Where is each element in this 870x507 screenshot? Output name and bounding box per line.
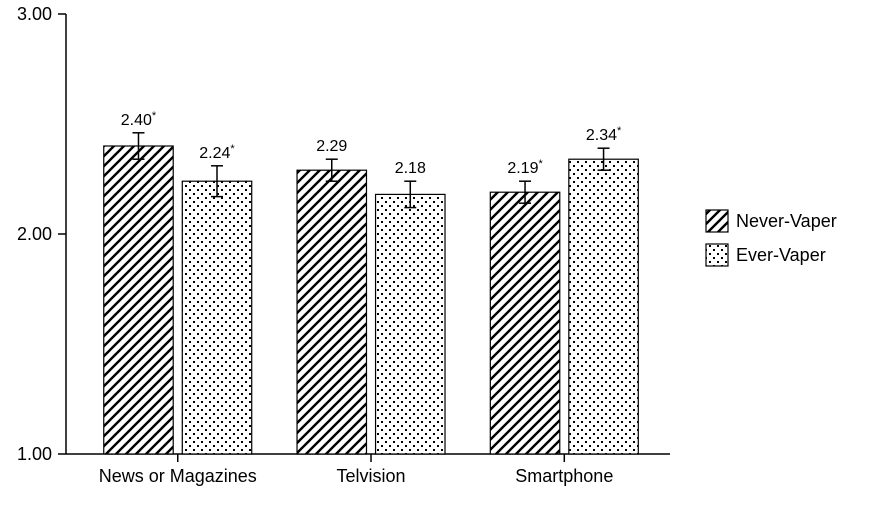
value-label: 2.18 (395, 160, 426, 177)
chart-container: 1.00 2.00 3.00 News or Magazines Telvision Sm… (0, 0, 870, 507)
x-tick-label: Telvision (337, 466, 406, 486)
bar (376, 194, 445, 454)
x-tick-label: News or Magazines (99, 466, 257, 486)
value-label: 2.34* (586, 125, 622, 144)
bar-chart: 1.00 2.00 3.00 News or Magazines Telvision Sm… (0, 0, 870, 507)
value-label: 2.19* (507, 158, 543, 177)
bar (569, 159, 638, 454)
bar (297, 170, 366, 454)
value-label: 2.29 (316, 138, 347, 155)
bar (490, 192, 559, 454)
y-tick-label: 1.00 (17, 444, 52, 464)
y-tick-label: 2.00 (17, 224, 52, 244)
legend-label: Never-Vaper (736, 211, 837, 231)
bar (182, 181, 251, 454)
value-label: 2.24* (199, 143, 235, 162)
bar (104, 146, 173, 454)
y-tick-label: 3.00 (17, 4, 52, 24)
legend-swatch (706, 244, 728, 266)
legend-label: Ever-Vaper (736, 245, 826, 265)
legend-swatch (706, 210, 728, 232)
x-tick-label: Smartphone (515, 466, 613, 486)
value-label: 2.40* (121, 110, 157, 129)
